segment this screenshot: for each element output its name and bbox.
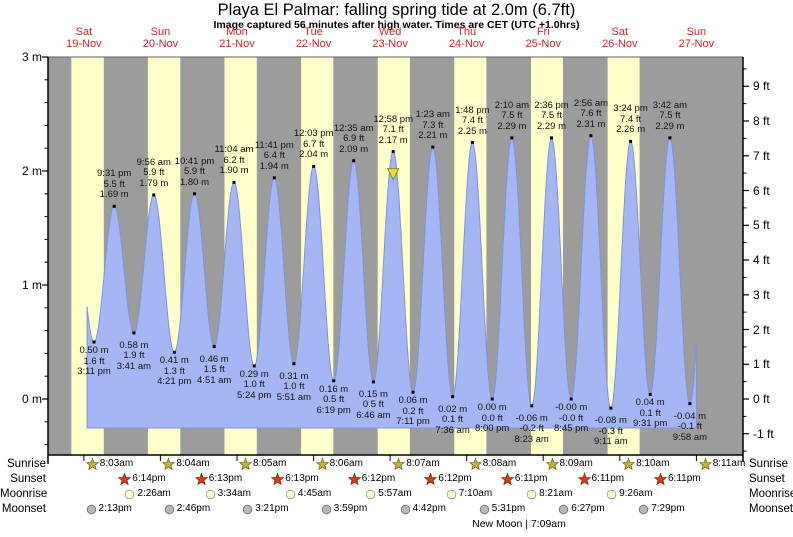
current-time-marker [386,168,400,181]
tide-extreme-dot [172,350,176,354]
tide-extreme-dot [371,380,375,384]
tide-extreme-dot [411,390,415,394]
tide-extreme-dot [490,397,494,401]
new-moon-caption: New Moon | 7:09am [472,518,566,530]
tide-curve-area [86,135,697,429]
tide-extreme-dot [569,397,573,401]
tide-extreme-dot [352,159,356,163]
sunset-row-label-left: Sunset [10,473,46,485]
page-subtitle: Image captured 56 minutes after high wat… [213,19,580,31]
tide-extreme-dot [193,192,196,196]
tide-extreme-dot [688,402,692,406]
tide-extreme-dot [629,139,633,143]
tide-extreme-dot [312,164,316,168]
tide-extreme-dot [112,204,116,208]
tide-extreme-dot [92,340,96,344]
tide-extreme-dot [232,180,236,184]
tide-extreme-dot [470,141,474,144]
tide-extreme-dot [391,150,395,154]
tide-extreme-dot [451,395,455,399]
tide-extreme-dot [668,136,672,140]
tide-extreme-dot [510,136,514,140]
tide-extreme-dot [589,134,593,138]
tide-extreme-dot [152,193,156,197]
tide-extreme-dot [530,404,534,408]
page-title: Playa El Palmar: falling spring tide at … [217,1,576,19]
tide-extreme-dot [550,136,553,140]
sunrise-row-label-left: Sunrise [7,458,46,470]
sunrise-row-label-right: Sunrise [749,458,788,470]
tide-extreme-dot [292,362,296,366]
tide-extreme-dot [648,392,652,396]
moonset-row-label-right: Moonset [749,503,793,515]
tide-extreme-dot [609,406,613,410]
tide-extreme-dot [272,176,276,180]
tide-extreme-dot [252,364,256,368]
moonrise-row-label-left: Moonrise [0,488,48,500]
tide-extreme-dot [332,379,336,383]
tide-extreme-dot [431,145,435,149]
tide-extreme-dot [212,345,216,349]
moonset-row-label-left: Moonset [1,503,46,515]
sunset-row-label-right: Sunset [749,473,785,485]
tide-extreme-dot [132,331,136,335]
moonrise-row-label-right: Moonrise [749,488,793,500]
